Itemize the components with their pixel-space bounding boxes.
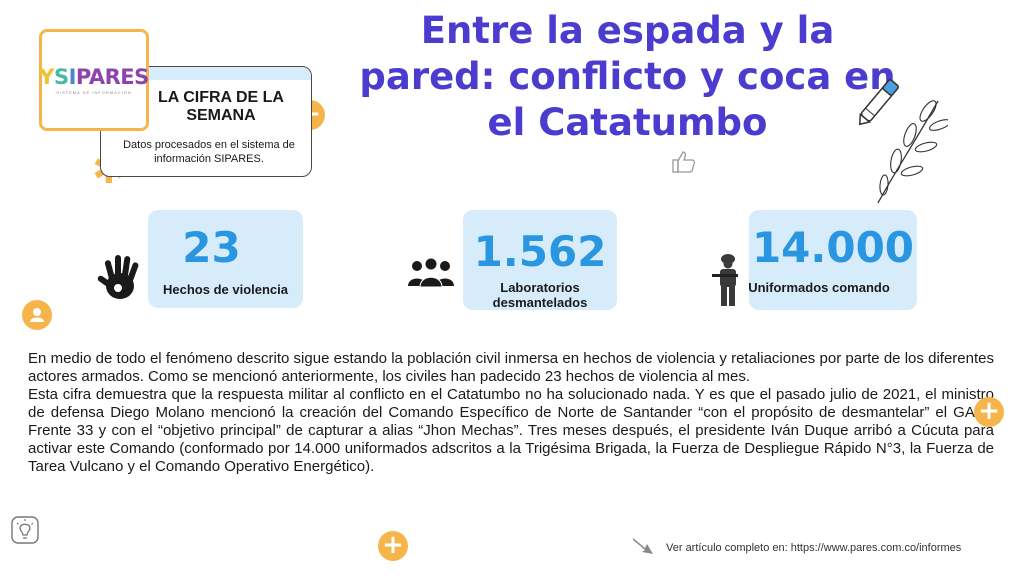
pen-icon — [858, 79, 900, 126]
stat-card-uniformed: 14.000 Uniformados comando — [748, 210, 917, 310]
cifra-card-topbar — [101, 67, 311, 80]
logo-wordmark: YSIPARES — [39, 65, 149, 89]
stat-label: Hechos de violencia — [163, 282, 288, 297]
paragraph-2: Esta cifra demuestra que la respuesta mi… — [28, 386, 994, 475]
logo-part: Y — [39, 65, 54, 89]
arrow-icon — [633, 538, 653, 554]
plus-icon[interactable]: + — [378, 531, 408, 561]
footer-link[interactable]: Ver artículo completo en: https://www.pa… — [666, 542, 962, 554]
stat-value: 1.562 — [473, 227, 607, 276]
stat-card-labs: 1.562 Laboratorios desmantelados — [463, 210, 617, 310]
stat-card-violence: 23 Hechos de violencia — [148, 210, 303, 308]
logo-tagline: SISTEMA DE INFORMACIÓN — [56, 90, 132, 95]
page-title: Entre la espada y la pared: conflicto y … — [359, 9, 896, 144]
stat-value: 14.000 — [751, 223, 915, 272]
leaf-branch-icon — [877, 100, 948, 204]
stat-label: Laboratorios desmantelados — [492, 280, 588, 310]
thumbs-up-icon — [672, 151, 696, 173]
logo-part: PARES — [75, 65, 149, 89]
plus-icon[interactable]: + — [974, 397, 1004, 427]
paragraph-1: En medio de todo el fenómeno descrito si… — [28, 350, 994, 385]
logo-part: I — [68, 65, 77, 89]
cifra-card: LA CIFRA DE LA SEMANA Datos procesados e… — [100, 66, 312, 177]
stat-value: 23 — [182, 223, 241, 272]
user-icon[interactable] — [22, 300, 52, 330]
sipares-logo: YSIPARES SISTEMA DE INFORMACIÓN — [39, 29, 149, 131]
cifra-description: Datos procesados en el sistema de inform… — [123, 139, 295, 165]
stat-label: Uniformados comando — [748, 280, 890, 295]
light-bulb-icon — [11, 516, 39, 544]
body-text: En medio de todo el fenómeno descrito si… — [28, 350, 994, 476]
cifra-title: LA CIFRA DE LA SEMANA — [158, 89, 284, 124]
logo-part: S — [53, 65, 69, 89]
hand-print-icon — [97, 255, 139, 299]
soldier-icon — [712, 254, 738, 306]
group-people-icon — [408, 257, 454, 288]
